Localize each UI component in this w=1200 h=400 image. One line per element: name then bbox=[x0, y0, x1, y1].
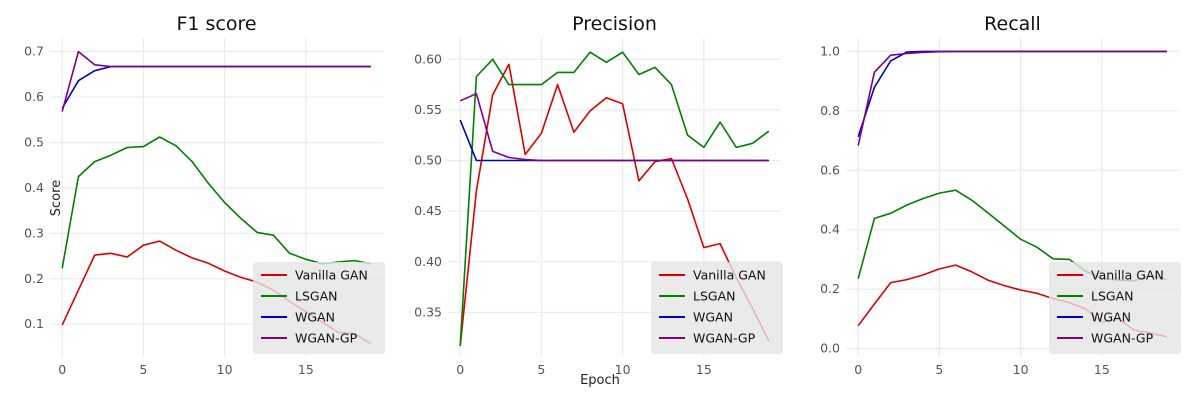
legend: Vanilla GAN LSGAN WGAN WGAN-GP bbox=[253, 262, 385, 354]
y-tick-label: 0.1 bbox=[24, 316, 44, 331]
legend-box bbox=[651, 262, 783, 354]
series-line-wgan bbox=[857, 50, 1167, 137]
x-tick-label: 5 bbox=[537, 362, 545, 377]
y-tick-label: 0.6 bbox=[820, 162, 840, 177]
chart-title: F1 score bbox=[176, 13, 256, 35]
y-tick-label: 0.45 bbox=[414, 203, 442, 218]
chart-title: Recall bbox=[984, 13, 1041, 35]
series-line-wgan-gp bbox=[857, 50, 1167, 146]
legend-label-wgan: WGAN bbox=[295, 310, 335, 325]
x-tick-label: 15 bbox=[696, 362, 712, 377]
series-line-wgan-gp bbox=[459, 92, 769, 162]
legend-label-lsgan: LSGAN bbox=[295, 289, 338, 304]
y-tick-label: 0.8 bbox=[820, 103, 840, 118]
y-tick-label: 0.60 bbox=[414, 51, 442, 66]
y-tick-label: 1.0 bbox=[820, 43, 840, 58]
chart-panel-precision: 0.35 0.40 0.45 0.50 0.55 0.60 0 5 10 15 Precision V… bbox=[414, 13, 783, 377]
y-tick-label: 0.35 bbox=[414, 304, 442, 319]
y-tick-label: 0.4 bbox=[24, 180, 44, 195]
y-tick-label: 0.2 bbox=[820, 281, 840, 296]
legend: Vanilla GAN LSGAN WGAN WGAN-GP bbox=[651, 262, 783, 354]
x-tick-label: 10 bbox=[615, 362, 631, 377]
y-axis-label: Score bbox=[49, 180, 64, 216]
x-tick-label: 0 bbox=[854, 362, 862, 377]
chart-panel-recall: 0.0 0.2 0.4 0.6 0.8 1.0 0 5 10 15 Recall Vanilla GA… bbox=[820, 13, 1181, 377]
x-tick-label: 5 bbox=[139, 362, 147, 377]
series-line-wgan-gp bbox=[61, 50, 371, 112]
x-tick-label: 10 bbox=[217, 362, 233, 377]
y-tick-label: 0.7 bbox=[24, 44, 44, 59]
series-line-lsgan bbox=[459, 51, 770, 346]
legend-box bbox=[253, 262, 385, 354]
x-tick-label: 10 bbox=[1013, 362, 1029, 377]
legend-label-wgan: WGAN bbox=[1091, 310, 1131, 325]
y-tick-label: 0.3 bbox=[24, 225, 44, 240]
x-tick-label: 0 bbox=[58, 362, 66, 377]
y-tick-label: 0.55 bbox=[414, 102, 442, 117]
series-line-lsgan bbox=[61, 136, 371, 269]
legend-label-wgan-gp: WGAN-GP bbox=[693, 331, 756, 346]
x-tick-label: 5 bbox=[935, 362, 943, 377]
y-tick-label: 0.40 bbox=[414, 254, 442, 269]
legend-label-vanilla-gan: Vanilla GAN bbox=[295, 268, 368, 283]
y-tick-label: 0.2 bbox=[24, 271, 44, 286]
y-tick-label: 0.0 bbox=[820, 341, 840, 356]
legend-label-lsgan: LSGAN bbox=[693, 289, 736, 304]
y-tick-label: 0.50 bbox=[414, 153, 442, 168]
y-tick-label: 0.4 bbox=[820, 222, 840, 237]
x-tick-label: 15 bbox=[298, 362, 314, 377]
x-tick-label: 15 bbox=[1094, 362, 1110, 377]
x-tick-label: 0 bbox=[456, 362, 464, 377]
legend-label-vanilla-gan: Vanilla GAN bbox=[693, 268, 766, 283]
chart-title: Precision bbox=[572, 13, 657, 35]
legend-label-lsgan: LSGAN bbox=[1091, 289, 1134, 304]
y-tick-label: 0.5 bbox=[24, 134, 44, 149]
chart-panel-f1-score: 0.1 0.2 0.3 0.4 0.5 0.6 0.7 0 5 10 15 F1 score Vanil… bbox=[24, 13, 385, 377]
series-line-vanilla-gan bbox=[459, 63, 770, 346]
legend: Vanilla GAN LSGAN WGAN WGAN-GP bbox=[1049, 262, 1181, 354]
legend-label-wgan-gp: WGAN-GP bbox=[295, 331, 358, 346]
legend-label-wgan-gp: WGAN-GP bbox=[1091, 331, 1154, 346]
legend-label-wgan: WGAN bbox=[693, 310, 733, 325]
series-line-wgan bbox=[61, 65, 371, 109]
legend-box bbox=[1049, 262, 1181, 354]
y-tick-label: 0.6 bbox=[24, 89, 44, 104]
x-axis-label: Epoch bbox=[580, 373, 620, 388]
legend-label-vanilla-gan: Vanilla GAN bbox=[1091, 268, 1164, 283]
